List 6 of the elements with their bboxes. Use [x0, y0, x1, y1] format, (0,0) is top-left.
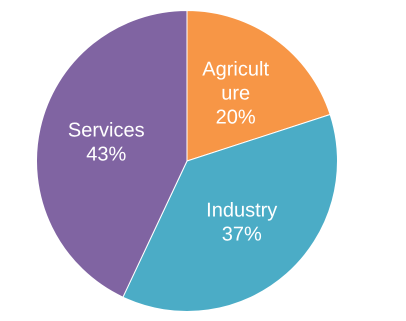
slice-label: Services — [68, 119, 145, 142]
data-label: 20% — [216, 106, 256, 129]
data-label: 43% — [86, 143, 126, 166]
slice-label: Industry — [206, 200, 278, 222]
slice-label: Agriculture — [202, 58, 270, 105]
data-label: 37% — [222, 224, 262, 246]
